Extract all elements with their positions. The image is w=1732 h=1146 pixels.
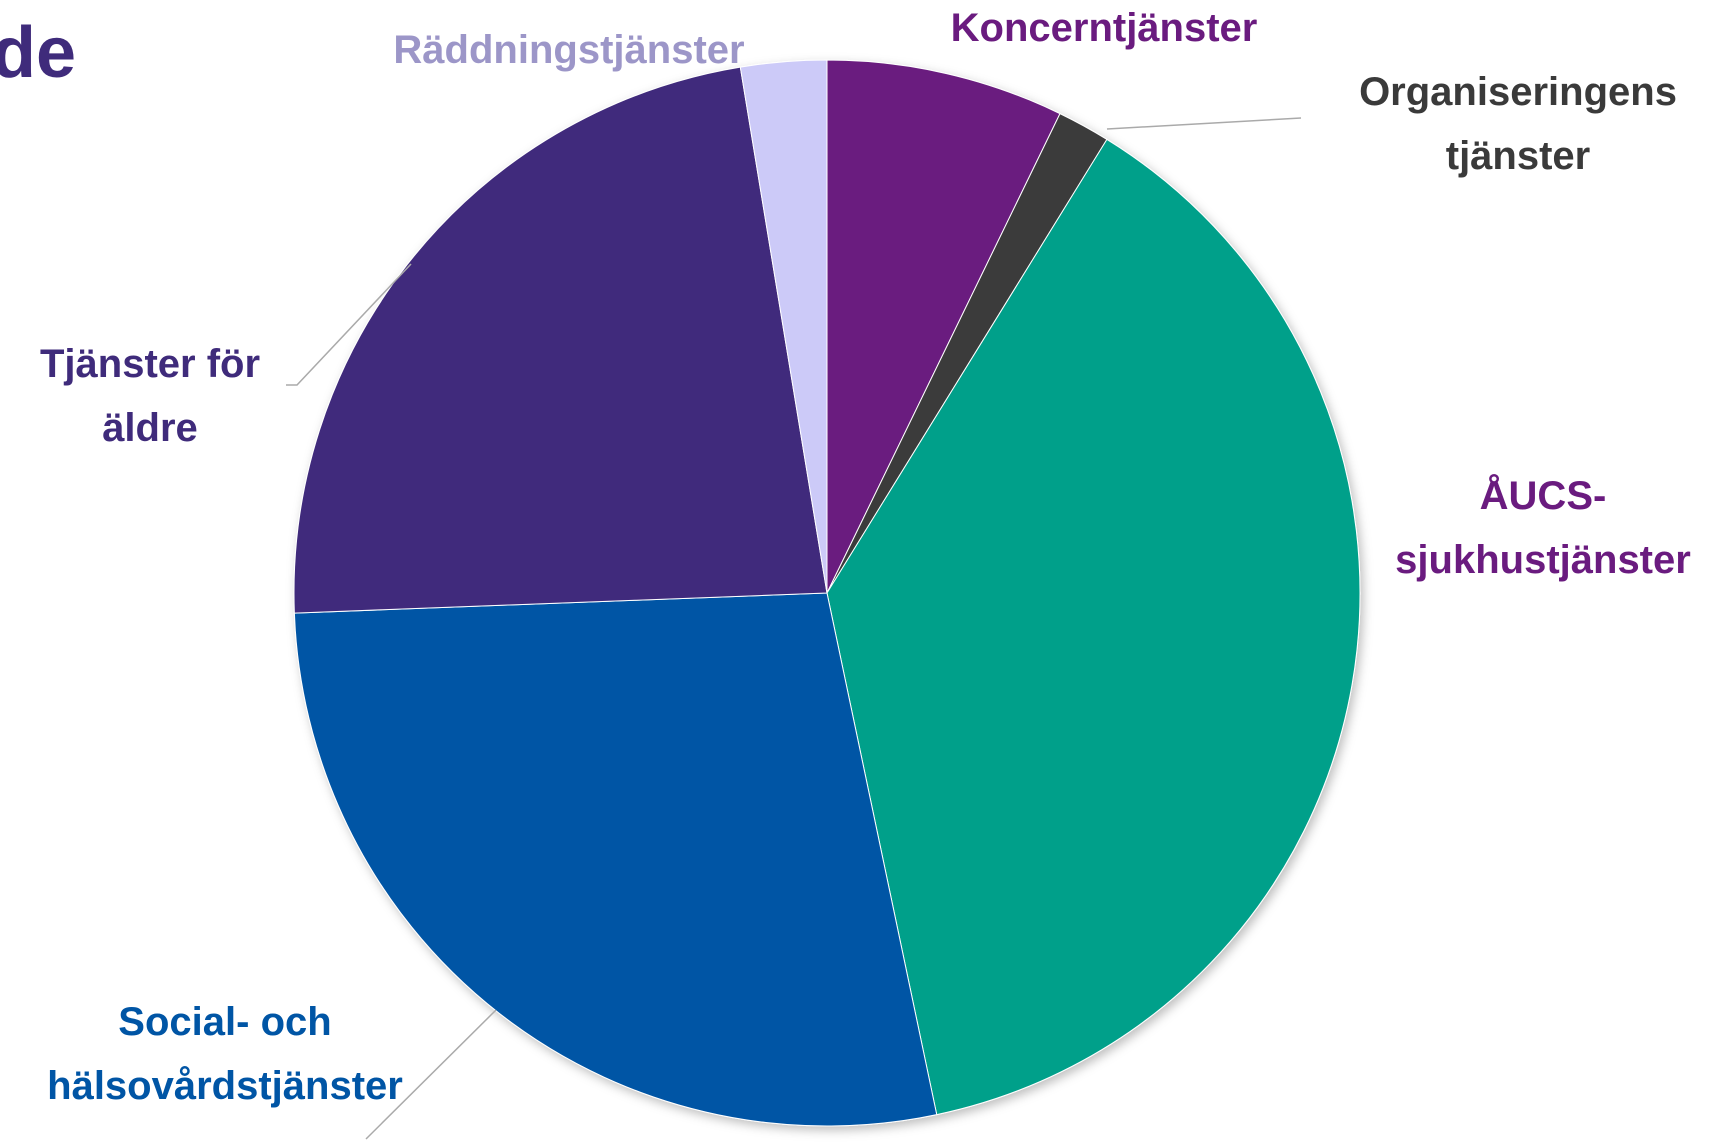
leader-line [365,1009,497,1140]
slice-label: ÅUCS-sjukhustjänster [1395,474,1691,582]
pie-slice [293,66,828,614]
pie-slice [826,138,1361,1116]
chart-title: de [0,13,77,93]
leader-line [1106,117,1302,130]
leader-line [286,263,412,386]
slices [293,59,1361,1127]
pie-slice [739,59,828,594]
slice-label: Social- och hälsovårdstjänster [47,1000,403,1108]
pie-slice [293,592,938,1127]
slice-label: Räddningstjänster [393,28,745,72]
slice-label: Tjänster för äldre [39,342,261,450]
pie-slice [826,59,1061,594]
slice-label: Koncerntjänster [950,6,1258,50]
slice-label: Organiseringens tjänster [1359,70,1677,178]
